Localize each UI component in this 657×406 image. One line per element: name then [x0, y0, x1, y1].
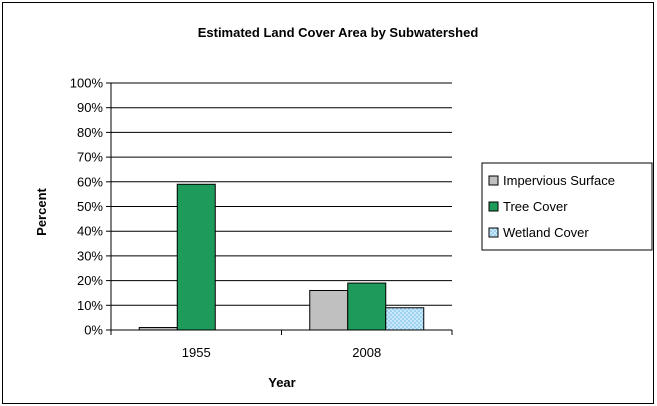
y-tick-label: 100%	[70, 76, 104, 91]
legend-label-impervious-surface: Impervious Surface	[503, 173, 615, 188]
legend: Impervious Surface Tree Cover Wetland Cove…	[481, 162, 653, 251]
bar-impervious-surface-2008	[309, 289, 349, 331]
legend-swatch-tree-cover	[488, 201, 499, 212]
y-tick-label: 30%	[77, 248, 103, 263]
y-tick-label: 60%	[77, 174, 103, 189]
y-tick-label: 50%	[77, 199, 103, 214]
x-tick-label: 2008	[352, 345, 381, 360]
y-tick-label: 20%	[77, 273, 103, 288]
legend-swatch-wetland-cover	[488, 227, 499, 238]
y-tick-label: 80%	[77, 125, 103, 140]
legend-label-wetland-cover: Wetland Cover	[503, 225, 589, 240]
x-axis: 1955 2008	[110, 83, 453, 360]
bar-tree-cover-1955	[176, 183, 216, 331]
y-axis-ticks: 0% 10% 20% 30% 40% 50% 60% 70% 80% 90% 100%	[70, 76, 111, 338]
chart-title: Estimated Land Cover Area by Subwatershe…	[198, 25, 479, 40]
bar-tree-cover-2008	[347, 282, 387, 331]
bars	[138, 183, 425, 331]
y-tick-label: 0%	[84, 323, 103, 338]
y-tick-label: 10%	[77, 298, 103, 313]
x-axis-label: Year	[268, 375, 295, 390]
legend-swatch-impervious-surface	[488, 175, 499, 186]
y-tick-label: 90%	[77, 100, 103, 115]
y-tick-label: 70%	[77, 150, 103, 165]
legend-box	[481, 162, 653, 251]
y-axis-label: Percent	[34, 187, 49, 235]
legend-label-tree-cover: Tree Cover	[503, 199, 568, 214]
x-tick-label: 1955	[182, 345, 211, 360]
y-tick-label: 40%	[77, 224, 103, 239]
gridlines	[111, 82, 452, 331]
bar-wetland-cover-2008	[385, 307, 425, 331]
